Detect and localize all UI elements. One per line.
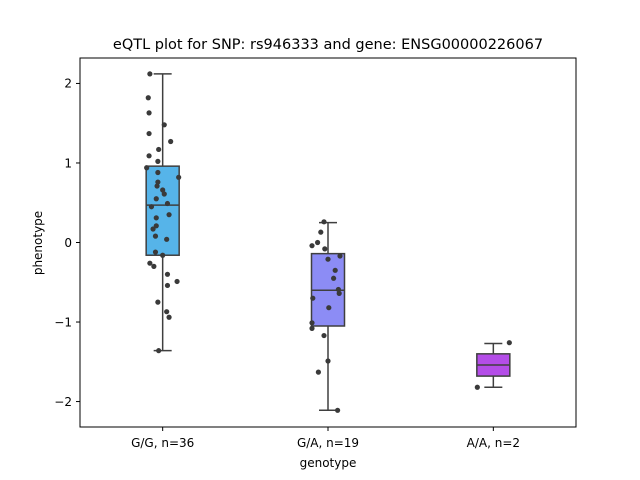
data-point (309, 325, 315, 331)
data-point (148, 204, 155, 210)
data-point (150, 226, 156, 232)
data-point (335, 286, 341, 293)
data-point (164, 282, 171, 289)
data-point (337, 253, 343, 259)
data-point (336, 290, 342, 296)
data-point (160, 252, 166, 258)
data-point (155, 179, 161, 185)
point-group (144, 71, 512, 413)
data-point (325, 256, 331, 262)
y-tick-label: 2 (64, 77, 72, 91)
data-point (321, 332, 327, 339)
y-tick-label: −2 (54, 395, 72, 409)
data-point (321, 219, 327, 225)
data-point (156, 146, 162, 153)
data-point (146, 130, 152, 137)
data-point (164, 309, 170, 315)
data-point (153, 215, 159, 221)
data-point (151, 263, 157, 269)
x-tick-label: G/G, n=36 (131, 436, 194, 450)
data-point (147, 260, 153, 266)
data-point (326, 305, 332, 311)
data-point (318, 229, 324, 235)
data-point (145, 95, 151, 101)
data-point (325, 358, 331, 364)
data-point (154, 183, 160, 189)
data-point (152, 249, 159, 255)
y-tick-label: 1 (64, 156, 72, 170)
box-group (145, 73, 511, 412)
data-point (155, 299, 161, 305)
data-point (335, 407, 341, 413)
data-point (315, 239, 321, 246)
data-point (168, 138, 174, 145)
data-point (146, 110, 152, 116)
y-axis-label: phenotype (31, 211, 45, 275)
data-point (164, 271, 171, 277)
data-point (331, 275, 337, 281)
data-point (176, 174, 182, 180)
x-axis-label: genotype (300, 456, 357, 470)
data-point (153, 223, 159, 229)
data-point (153, 196, 159, 202)
data-point (160, 187, 166, 193)
data-point (161, 191, 167, 197)
data-point (161, 122, 167, 128)
data-point (164, 200, 171, 207)
chart-title: eQTL plot for SNP: rs946333 and gene: EN… (113, 37, 543, 53)
x-tick-label: G/A, n=19 (297, 436, 359, 450)
x-axis: G/G, n=36 G/A, n=19 A/A, n=2 (131, 427, 520, 450)
y-tick-label: −1 (54, 315, 72, 329)
data-point (310, 295, 316, 301)
data-point (164, 236, 170, 242)
data-point (315, 369, 321, 375)
data-point (322, 246, 328, 252)
data-point (146, 153, 152, 159)
data-point (147, 71, 153, 77)
data-point (144, 165, 150, 171)
data-point (152, 233, 159, 239)
data-point (155, 158, 161, 164)
data-point (309, 320, 315, 326)
box-iqr (145, 165, 180, 256)
data-point (166, 212, 172, 218)
data-point (156, 348, 162, 354)
y-tick-label: 0 (64, 236, 72, 250)
data-point (474, 384, 480, 390)
y-axis: −2 −1 0 1 2 (54, 77, 80, 409)
data-point (166, 314, 172, 320)
data-point (332, 267, 338, 273)
data-point (506, 340, 512, 346)
data-point (309, 243, 315, 249)
data-point (174, 278, 180, 285)
data-point (155, 169, 161, 176)
x-tick-label: A/A, n=2 (467, 436, 520, 450)
